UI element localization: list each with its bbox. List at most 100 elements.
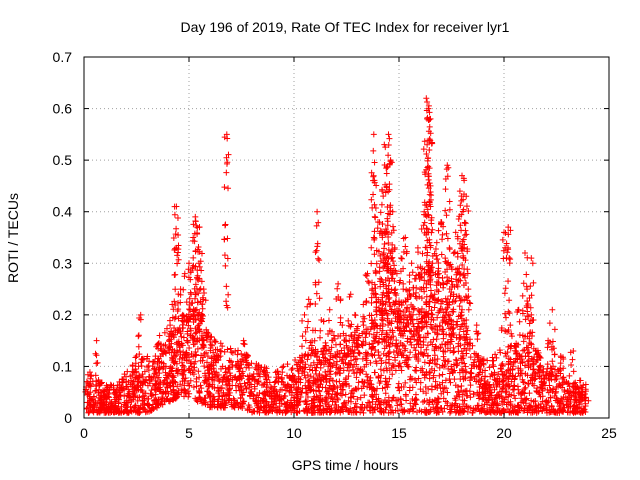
data-point bbox=[577, 377, 584, 384]
data-point bbox=[93, 337, 100, 344]
data-point bbox=[231, 404, 238, 411]
data-point bbox=[215, 389, 222, 396]
data-point bbox=[432, 343, 439, 350]
data-point bbox=[381, 397, 388, 404]
data-point bbox=[570, 368, 577, 375]
data-point bbox=[432, 378, 439, 385]
data-point bbox=[526, 320, 533, 327]
data-point bbox=[421, 288, 428, 295]
data-point bbox=[238, 386, 245, 393]
data-point bbox=[186, 390, 193, 397]
data-point bbox=[383, 404, 390, 411]
data-point bbox=[519, 292, 526, 299]
data-point bbox=[310, 359, 317, 366]
data-point bbox=[390, 349, 397, 356]
data-point bbox=[268, 385, 275, 392]
data-point bbox=[408, 315, 415, 322]
data-point bbox=[196, 394, 203, 401]
data-point bbox=[222, 262, 229, 269]
data-point bbox=[410, 402, 417, 409]
data-point bbox=[420, 338, 427, 345]
data-point bbox=[306, 366, 313, 373]
data-point bbox=[424, 311, 431, 318]
data-point bbox=[295, 386, 302, 393]
data-point bbox=[520, 280, 527, 287]
data-point bbox=[274, 409, 281, 416]
data-point bbox=[573, 396, 580, 403]
data-point bbox=[580, 382, 587, 389]
data-point bbox=[401, 327, 408, 334]
data-point bbox=[442, 398, 449, 405]
data-point bbox=[495, 371, 502, 378]
y-tick-label: 0.2 bbox=[53, 307, 73, 323]
data-point bbox=[214, 404, 221, 411]
data-point bbox=[357, 394, 364, 401]
data-point bbox=[182, 351, 189, 358]
data-point bbox=[328, 328, 335, 335]
data-point bbox=[167, 397, 174, 404]
data-point bbox=[188, 327, 195, 334]
data-point bbox=[123, 404, 130, 411]
data-point bbox=[426, 359, 433, 366]
data-point bbox=[266, 379, 273, 386]
data-point bbox=[433, 336, 440, 343]
data-point bbox=[400, 286, 407, 293]
data-point bbox=[458, 366, 465, 373]
data-point bbox=[385, 381, 392, 388]
data-point bbox=[151, 366, 158, 373]
data-point bbox=[443, 212, 450, 219]
data-point bbox=[378, 372, 385, 379]
data-point bbox=[223, 169, 230, 176]
data-point bbox=[374, 225, 381, 232]
data-point bbox=[444, 389, 451, 396]
data-point bbox=[359, 355, 366, 362]
data-point bbox=[162, 350, 169, 357]
data-point bbox=[439, 319, 446, 326]
data-point bbox=[397, 308, 404, 315]
data-point bbox=[373, 182, 380, 189]
data-point bbox=[396, 346, 403, 353]
data-point bbox=[174, 215, 181, 222]
data-point bbox=[403, 250, 410, 257]
data-point bbox=[172, 353, 179, 360]
data-point bbox=[548, 402, 555, 409]
data-point bbox=[292, 356, 299, 363]
data-point bbox=[400, 308, 407, 315]
data-point bbox=[572, 409, 579, 416]
data-point bbox=[339, 404, 346, 411]
data-point bbox=[445, 365, 452, 372]
data-point bbox=[386, 135, 393, 142]
data-point bbox=[378, 201, 385, 208]
data-point bbox=[350, 353, 357, 360]
data-point bbox=[415, 357, 422, 364]
data-point bbox=[494, 406, 501, 413]
data-point bbox=[313, 290, 320, 297]
data-point bbox=[227, 372, 234, 379]
data-point bbox=[323, 397, 330, 404]
data-point bbox=[237, 395, 244, 402]
data-point bbox=[373, 391, 380, 398]
data-point bbox=[180, 286, 187, 293]
data-point bbox=[185, 366, 192, 373]
data-point bbox=[551, 392, 558, 399]
data-point bbox=[325, 390, 332, 397]
data-point bbox=[243, 385, 250, 392]
data-point bbox=[463, 392, 470, 399]
data-point bbox=[389, 371, 396, 378]
data-point bbox=[459, 355, 466, 362]
data-point bbox=[439, 379, 446, 386]
data-point bbox=[156, 332, 163, 339]
data-point bbox=[523, 395, 530, 402]
data-point bbox=[373, 247, 380, 254]
data-point bbox=[176, 355, 183, 362]
data-point bbox=[466, 345, 473, 352]
data-point bbox=[426, 370, 433, 377]
data-point bbox=[299, 317, 306, 324]
data-point bbox=[239, 405, 246, 412]
data-point bbox=[497, 365, 504, 372]
data-point bbox=[391, 287, 398, 294]
data-point bbox=[306, 345, 313, 352]
data-point bbox=[266, 407, 273, 414]
data-point bbox=[207, 347, 214, 354]
data-point bbox=[289, 377, 296, 384]
